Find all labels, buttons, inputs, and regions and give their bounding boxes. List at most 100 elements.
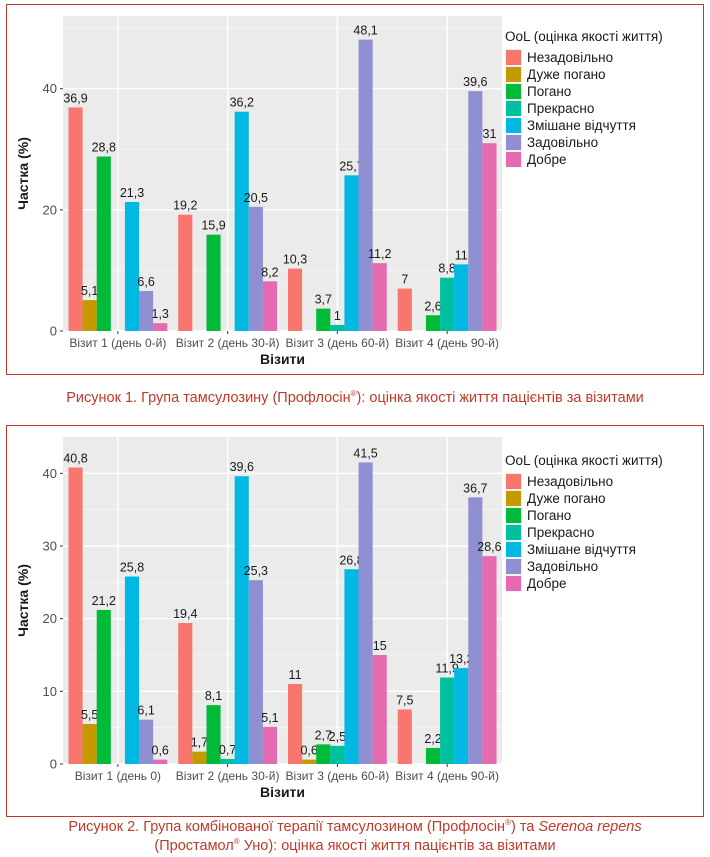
bar-value-label: 5,5 <box>81 708 98 722</box>
bar-value-label: 2,5 <box>329 730 346 744</box>
bar-value-label: 6,6 <box>137 275 154 289</box>
legend-label: Змішане відчуття <box>527 118 636 133</box>
bar <box>248 206 263 331</box>
bar-value-label: 2,7 <box>315 728 332 742</box>
bar-value-label: 1,3 <box>152 307 169 321</box>
bar-value-label: 7 <box>401 273 408 287</box>
bar <box>234 111 249 331</box>
x-axis-title: Візити <box>260 784 305 800</box>
legend-swatch <box>506 542 521 557</box>
legend-label: Дуже погано <box>527 67 606 82</box>
legend-swatch <box>506 101 521 116</box>
bar <box>234 476 249 764</box>
legend-swatch <box>506 67 521 82</box>
bar-value-label: 11 <box>455 248 468 262</box>
bar-value-label: 19,4 <box>173 607 197 621</box>
bar <box>454 264 469 331</box>
x-tick-label: Візит 1 (день 0) <box>75 769 161 783</box>
bar <box>344 175 359 331</box>
y-axis-title: Частка (%) <box>15 564 31 637</box>
bar-value-label: 25,8 <box>120 561 144 575</box>
caption-2-part4: Уно): оцінка якості життя пацієнтів за в… <box>239 838 556 854</box>
legend-label: Прекрасно <box>527 101 594 116</box>
bar-value-label: 15,9 <box>201 219 225 233</box>
y-tick-label: 40 <box>43 466 57 481</box>
legend-label: Добре <box>527 152 567 167</box>
bar-value-label: 36,7 <box>463 481 487 495</box>
legend-swatch <box>506 576 521 591</box>
bar-value-label: 11 <box>289 668 302 682</box>
bar-value-label: 19,2 <box>173 199 197 213</box>
bar-value-label: 11,2 <box>368 247 391 261</box>
bar-value-label: 0,7 <box>219 743 236 757</box>
bar-value-label: 2,6 <box>424 299 441 313</box>
caption-2-part1: Рисунок 2. Група комбінованої терапії та… <box>68 819 506 835</box>
y-tick-label: 20 <box>43 611 57 626</box>
y-axis-title: Частка (%) <box>15 137 31 210</box>
bar <box>153 323 168 331</box>
legend-label: Добре <box>527 576 567 591</box>
bar <box>440 677 455 764</box>
bar <box>302 759 317 764</box>
bar-value-label: 2,2 <box>424 732 441 746</box>
caption-1-reg: ® <box>350 389 357 399</box>
x-tick-label: Візит 4 (день 90-й) <box>395 769 499 783</box>
bar <box>178 214 193 331</box>
bar <box>192 751 207 764</box>
bar <box>96 156 111 331</box>
bar <box>96 609 111 764</box>
bar <box>287 684 303 764</box>
y-tick-label: 0 <box>50 324 57 339</box>
bar <box>358 462 373 764</box>
bar <box>482 143 497 331</box>
bar <box>425 748 441 764</box>
bar <box>262 281 278 331</box>
bar-value-label: 39,6 <box>230 460 254 474</box>
bar-value-label: 10,3 <box>283 253 307 267</box>
x-tick-label: Візит 1 (день 0-й) <box>69 336 166 350</box>
bar-value-label: 15 <box>373 639 387 653</box>
bar <box>330 745 345 764</box>
bar <box>206 234 221 331</box>
legend-swatch <box>506 474 521 489</box>
y-tick-label: 20 <box>43 202 57 217</box>
bar-value-label: 20,5 <box>244 191 268 205</box>
bar <box>482 556 497 764</box>
bar <box>139 291 154 331</box>
bar-value-label: 40,8 <box>63 452 87 466</box>
legend-swatch <box>506 152 521 167</box>
bar <box>68 107 83 331</box>
bar <box>344 569 359 764</box>
caption-2-reg2: ® <box>233 837 240 847</box>
bar-value-label: 25,7 <box>339 159 363 173</box>
bar-value-label: 39,6 <box>463 75 487 89</box>
bar <box>372 263 387 331</box>
legend-title: OoL (оцінка якості життя) <box>505 29 663 44</box>
bar-value-label: 5,1 <box>261 711 278 725</box>
chart-2: 0 10 20 30 40 40,8 19,4 11 7,5 5,5 1,7 0,6 21,2 8,1 2,… <box>15 437 663 800</box>
bar <box>397 709 412 764</box>
legend-swatch <box>506 84 521 99</box>
bar <box>220 758 235 764</box>
legend-label: Задовільно <box>527 135 598 150</box>
bar-value-label: 21,3 <box>120 186 144 200</box>
bar-value-label: 21,2 <box>92 594 116 608</box>
legend-label: Змішане відчуття <box>527 542 636 557</box>
legend-label: Погано <box>527 508 571 523</box>
x-tick-label: Візит 3 (день 60-й) <box>286 769 390 783</box>
legend-swatch <box>506 50 521 65</box>
bar-value-label: 7,5 <box>396 694 413 708</box>
bar-value-label: 25,3 <box>244 564 268 578</box>
legend-swatch <box>506 508 521 523</box>
bar <box>454 668 469 764</box>
bar <box>316 308 331 331</box>
x-tick-label: Візит 2 (день 30-й) <box>176 769 280 783</box>
y-tick-label: 10 <box>43 684 57 699</box>
bar-value-label: 3,7 <box>315 293 332 307</box>
bar-value-label: 36,9 <box>63 91 87 105</box>
legend-swatch <box>506 559 521 574</box>
bar-value-label: 0,6 <box>300 744 317 758</box>
bar <box>153 759 168 764</box>
figure-2-caption: Рисунок 2. Група комбінованої терапії та… <box>0 818 710 856</box>
bar <box>262 726 278 764</box>
